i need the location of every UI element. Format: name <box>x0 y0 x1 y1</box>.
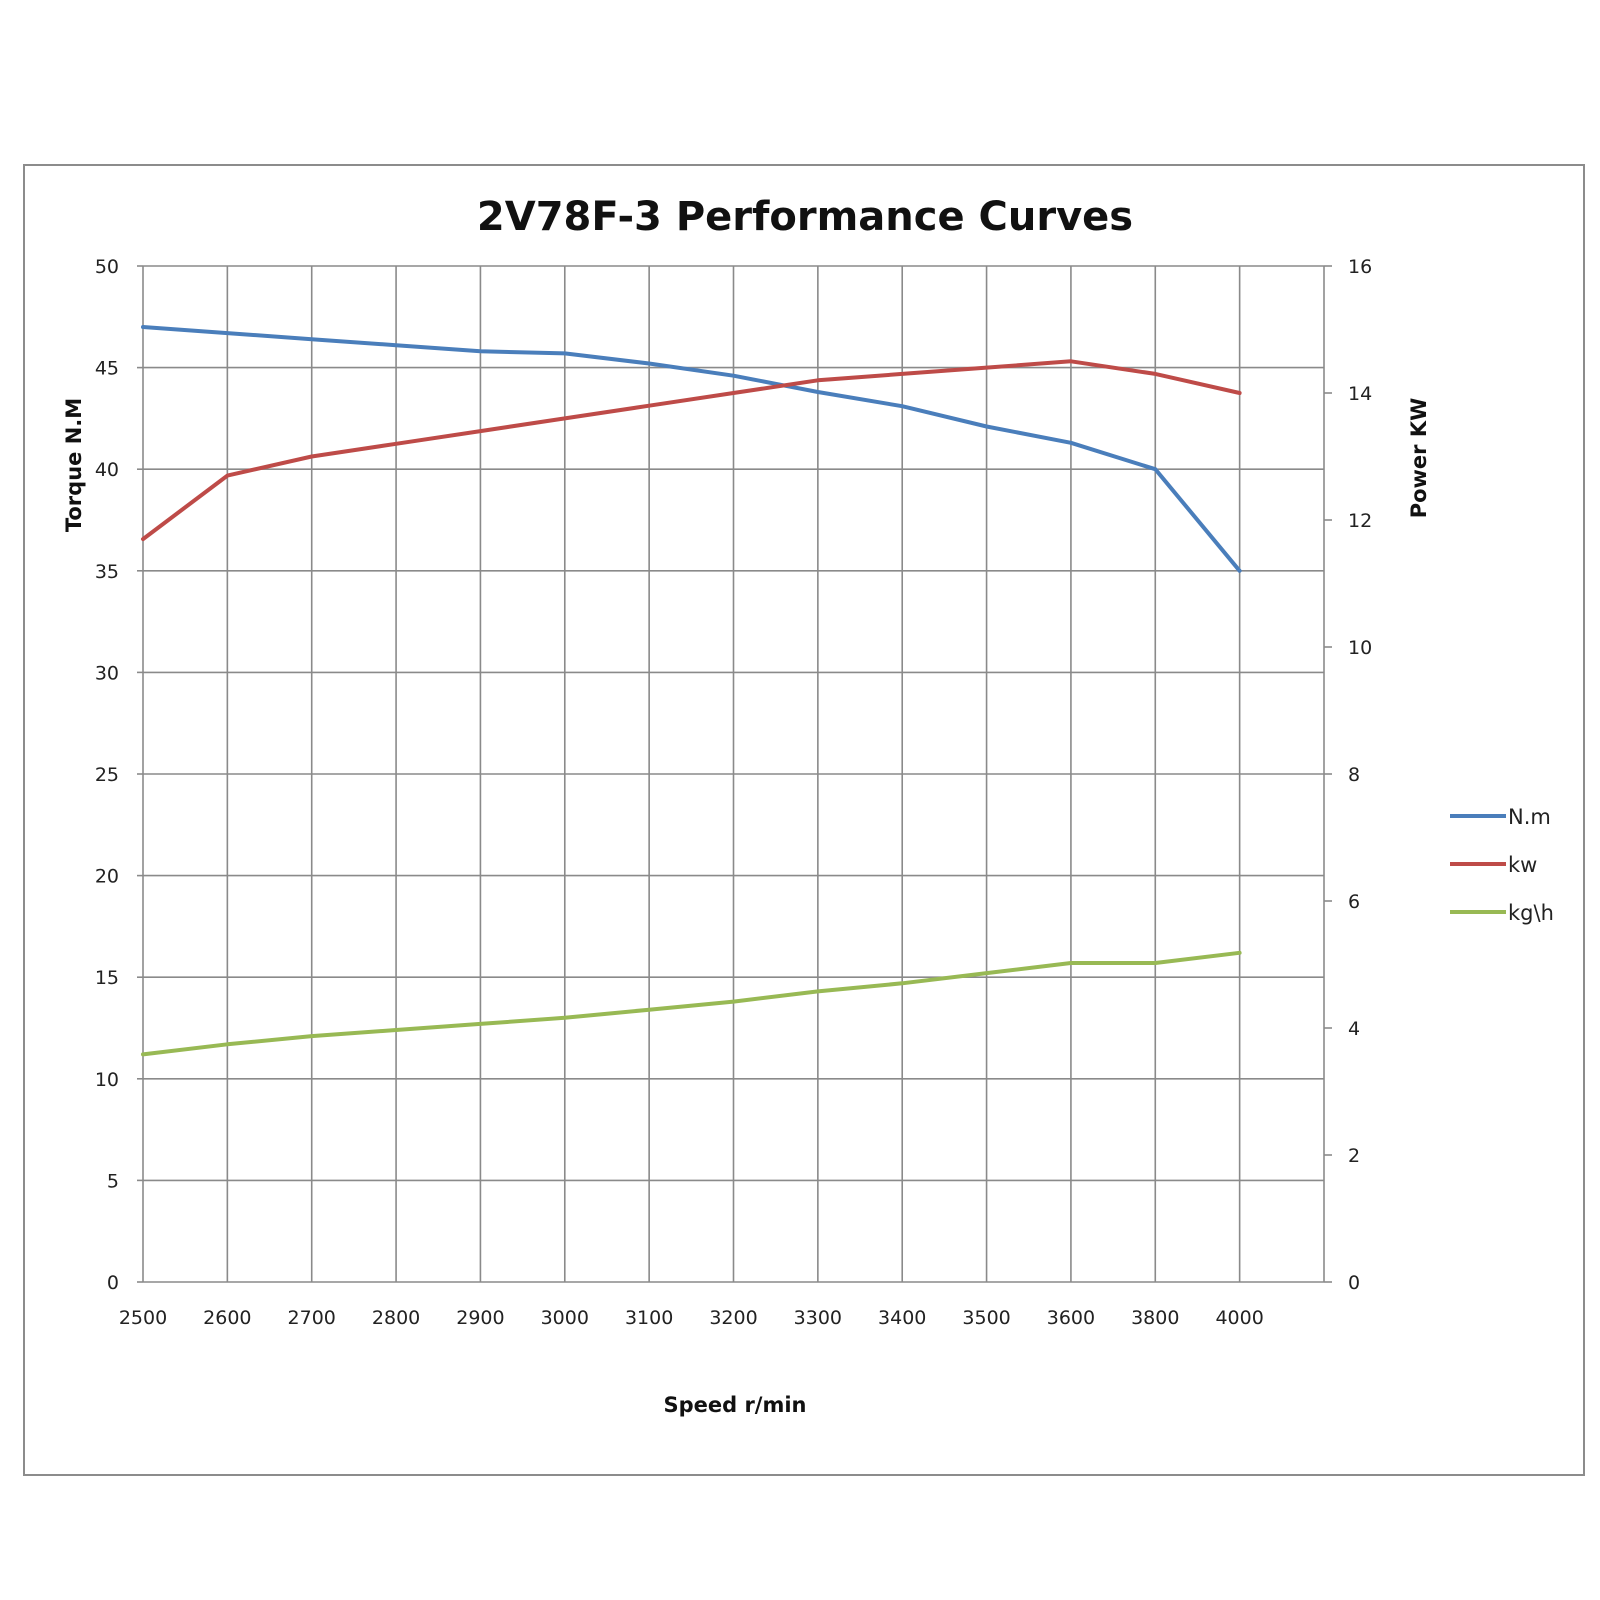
left-tick-label: 15 <box>95 967 119 989</box>
x-tick-label: 3400 <box>878 1307 926 1329</box>
chart-frame <box>23 164 1585 1476</box>
left-tick-label: 50 <box>95 256 119 278</box>
x-tick-label: 3300 <box>794 1307 842 1329</box>
legend-label-n-m: N.m <box>1508 805 1551 829</box>
left-tick-label: 0 <box>107 1272 119 1294</box>
right-tick-label: 4 <box>1348 1018 1360 1040</box>
left-axis-title: Torque N.M <box>62 398 86 532</box>
x-tick-label: 3600 <box>1047 1307 1095 1329</box>
left-tick-label: 30 <box>95 662 119 684</box>
left-tick-label: 10 <box>95 1069 119 1091</box>
left-tick-label: 20 <box>95 866 119 888</box>
right-tick-label: 14 <box>1348 383 1372 405</box>
series-line-kw <box>141 359 1242 542</box>
x-tick-label: 3800 <box>1131 1307 1179 1329</box>
left-tick-label: 40 <box>95 459 119 481</box>
series-line-kg-h <box>141 950 1242 1057</box>
gridlines <box>142 265 1325 1283</box>
x-tick-label: 2500 <box>119 1307 167 1329</box>
x-tick-label: 2600 <box>203 1307 251 1329</box>
x-tick-label: 4000 <box>1215 1307 1263 1329</box>
right-tick-label: 0 <box>1348 1272 1360 1294</box>
x-tick-label: 3100 <box>625 1307 673 1329</box>
right-tick-label: 8 <box>1348 764 1360 786</box>
legend: N.m kw kg\h <box>1450 805 1554 925</box>
x-tick-label: 3200 <box>709 1307 757 1329</box>
x-tick-label: 2800 <box>372 1307 420 1329</box>
left-tick-label: 5 <box>107 1170 119 1192</box>
x-tick-label: 3500 <box>962 1307 1010 1329</box>
right-tick-label: 12 <box>1348 510 1372 532</box>
right-tick-label: 6 <box>1348 891 1360 913</box>
left-tick-label: 45 <box>95 358 119 380</box>
x-tick-label: 2700 <box>288 1307 336 1329</box>
right-axis-title: Power KW <box>1407 398 1431 519</box>
left-tick-label: 25 <box>95 764 119 786</box>
legend-label-kg-h: kg\h <box>1508 901 1554 925</box>
series-lines <box>141 325 1242 1057</box>
right-tick-label: 10 <box>1348 637 1372 659</box>
x-tick-label: 2900 <box>456 1307 504 1329</box>
legend-label-kw: kw <box>1508 853 1537 877</box>
right-tick-label: 2 <box>1348 1145 1360 1167</box>
left-tick-label: 35 <box>95 561 119 583</box>
series-line-n-m <box>141 325 1242 573</box>
x-axis-title: Speed r/min <box>663 1393 806 1417</box>
chart-title: 2V78F-3 Performance Curves <box>477 194 1133 240</box>
right-tick-label: 16 <box>1348 256 1372 278</box>
x-tick-label: 3000 <box>541 1307 589 1329</box>
